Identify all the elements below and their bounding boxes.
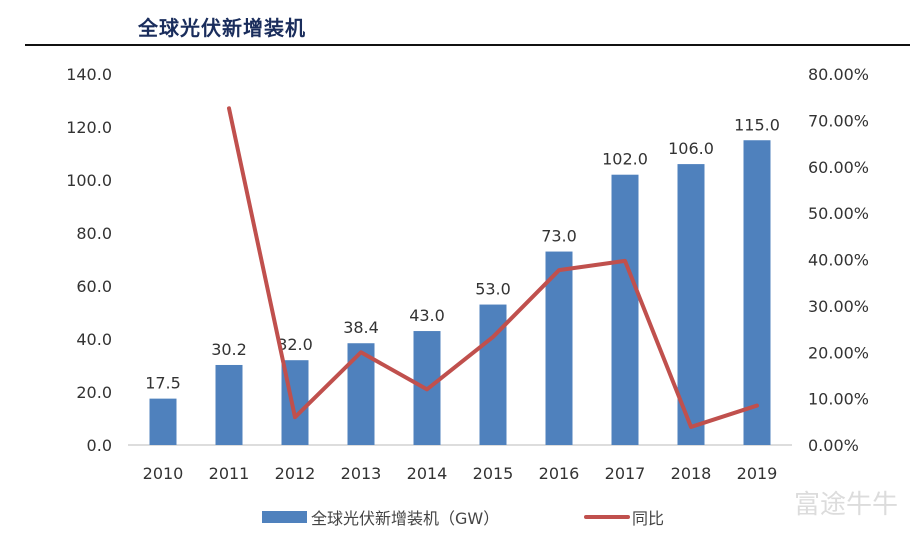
bar <box>611 174 639 445</box>
legend-label-line: 同比 <box>632 509 664 528</box>
data-label: 53.0 <box>475 280 511 299</box>
y-left-tick-label: 100.0 <box>66 171 112 190</box>
x-tick-label: 2018 <box>671 464 712 483</box>
data-label: 17.5 <box>145 374 181 393</box>
y-left-tick-label: 0.0 <box>87 436 112 455</box>
y-right-tick-label: 80.00% <box>808 65 869 84</box>
y-left-tick-label: 20.0 <box>76 383 112 402</box>
y-left-tick-label: 60.0 <box>76 277 112 296</box>
x-tick-label: 2019 <box>737 464 778 483</box>
x-tick-label: 2011 <box>209 464 250 483</box>
watermark: 富途牛牛 <box>793 490 898 520</box>
y-right-tick-label: 0.00% <box>808 436 859 455</box>
y-right-tick-label: 50.00% <box>808 204 869 223</box>
x-tick-label: 2010 <box>143 464 184 483</box>
data-label: 38.4 <box>343 318 379 337</box>
bar <box>215 364 243 445</box>
y-left-tick-label: 140.0 <box>66 65 112 84</box>
data-label: 32.0 <box>277 335 313 354</box>
x-tick-label: 2012 <box>275 464 316 483</box>
y-left-tick-label: 40.0 <box>76 330 112 349</box>
x-tick-label: 2016 <box>539 464 580 483</box>
y-right-tick-label: 30.00% <box>808 297 869 316</box>
y-right-tick-label: 70.00% <box>808 111 869 130</box>
bar <box>743 140 771 445</box>
legend-swatch-bar <box>262 511 307 523</box>
bar <box>545 251 573 445</box>
x-tick-label: 2013 <box>341 464 382 483</box>
data-label: 106.0 <box>668 139 714 158</box>
y-right-tick-label: 10.00% <box>808 390 869 409</box>
y-left-tick-label: 120.0 <box>66 118 112 137</box>
data-label: 43.0 <box>409 306 445 325</box>
data-label: 115.0 <box>734 115 780 134</box>
bar <box>149 398 177 445</box>
x-tick-label: 2015 <box>473 464 514 483</box>
y-right-tick-label: 40.00% <box>808 251 869 270</box>
y-right-tick-label: 60.00% <box>808 158 869 177</box>
title-divider <box>25 44 910 46</box>
chart-title: 全球光伏新增装机 <box>138 16 306 40</box>
bar <box>677 164 705 445</box>
yoy-line <box>227 106 759 429</box>
x-tick-label: 2017 <box>605 464 646 483</box>
data-label: 73.0 <box>541 227 577 246</box>
y-right-tick-label: 20.00% <box>808 343 869 362</box>
data-label: 102.0 <box>602 150 648 169</box>
data-label: 30.2 <box>211 340 247 359</box>
legend-label-bar: 全球光伏新增装机（GW） <box>311 509 499 528</box>
y-left-tick-label: 80.0 <box>76 224 112 243</box>
x-tick-label: 2014 <box>407 464 448 483</box>
